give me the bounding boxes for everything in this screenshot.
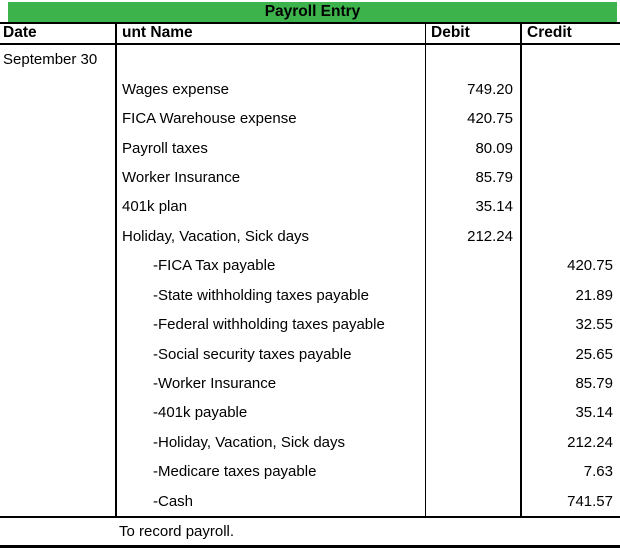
footer-note-row: To record payroll. — [0, 518, 620, 545]
journal-row: -Medicare taxes payable 7.63 — [0, 457, 620, 486]
credit-cell: 21.89 — [575, 286, 613, 304]
journal-row: FICA Warehouse expense 420.75 — [0, 104, 620, 133]
table-bottom-border — [0, 545, 620, 548]
journal-rows: September 30 Wages expense 749.20 FICA W… — [0, 45, 620, 516]
journal-row: -State withholding taxes payable 21.89 — [0, 281, 620, 310]
account-cell: -Federal withholding taxes payable — [153, 316, 385, 334]
account-cell: -FICA Tax payable — [153, 257, 276, 275]
credit-cell: 85.79 — [575, 375, 613, 393]
date-account-column-divider — [115, 23, 117, 516]
debit-credit-column-divider — [520, 23, 522, 516]
account-cell: 401k plan — [122, 198, 188, 216]
journal-row: 401k plan 35.14 — [0, 192, 620, 221]
journal-row: -401k payable 35.14 — [0, 398, 620, 427]
debit-cell: 749.20 — [467, 80, 513, 98]
credit-cell: 25.65 — [575, 345, 613, 363]
account-cell: -Worker Insurance — [153, 375, 277, 393]
account-cell: Worker Insurance — [122, 168, 241, 186]
debit-cell: 420.75 — [467, 110, 513, 128]
account-cell: -Medicare taxes payable — [153, 463, 317, 481]
column-header-row: Date unt Name Debit Credit — [0, 24, 620, 43]
account-cell: -State withholding taxes payable — [153, 286, 369, 304]
journal-row: Wages expense 749.20 — [0, 74, 620, 103]
account-cell: -Holiday, Vacation, Sick days — [153, 433, 346, 451]
credit-cell: 212.24 — [567, 433, 613, 451]
journal-row: -Worker Insurance 85.79 — [0, 369, 620, 398]
account-cell: Payroll taxes — [122, 139, 208, 157]
journal-row: -Cash 741.57 — [0, 487, 620, 516]
journal-row: -FICA Tax payable 420.75 — [0, 251, 620, 280]
account-cell: -Social security taxes payable — [153, 345, 352, 363]
credit-cell: 35.14 — [575, 404, 613, 422]
account-cell: Holiday, Vacation, Sick days — [122, 227, 310, 245]
account-debit-column-divider — [424, 23, 426, 516]
account-cell: Wages expense — [122, 80, 230, 98]
credit-cell: 741.57 — [567, 492, 613, 510]
footer-note: To record payroll. — [119, 523, 235, 540]
title-bottom-border — [0, 22, 620, 24]
table-title-bar: Payroll Entry — [8, 2, 617, 22]
debit-cell: 80.09 — [475, 139, 513, 157]
credit-cell: 32.55 — [575, 316, 613, 334]
debit-cell: 35.14 — [475, 198, 513, 216]
journal-row: Payroll taxes 80.09 — [0, 133, 620, 162]
account-cell: -401k payable — [153, 404, 248, 422]
column-header-credit: Credit — [527, 24, 572, 41]
debit-cell: 212.24 — [467, 227, 513, 245]
account-cell: FICA Warehouse expense — [122, 110, 297, 128]
journal-row: -Holiday, Vacation, Sick days 212.24 — [0, 428, 620, 457]
credit-cell: 420.75 — [567, 257, 613, 275]
date-cell: September 30 — [3, 51, 98, 69]
header-bottom-border — [0, 43, 620, 45]
column-header-debit: Debit — [431, 24, 470, 41]
table-title: Payroll Entry — [264, 3, 361, 20]
journal-row: Worker Insurance 85.79 — [0, 163, 620, 192]
credit-cell: 7.63 — [583, 463, 613, 481]
account-cell: -Cash — [153, 492, 194, 510]
debit-cell: 85.79 — [475, 168, 513, 186]
journal-row: September 30 — [0, 45, 620, 74]
journal-row: Holiday, Vacation, Sick days 212.24 — [0, 222, 620, 251]
body-bottom-border — [0, 516, 620, 518]
column-header-date: Date — [3, 24, 37, 41]
column-header-account: unt Name — [122, 24, 193, 41]
journal-row: -Federal withholding taxes payable 32.55 — [0, 310, 620, 339]
journal-row: -Social security taxes payable 25.65 — [0, 339, 620, 368]
